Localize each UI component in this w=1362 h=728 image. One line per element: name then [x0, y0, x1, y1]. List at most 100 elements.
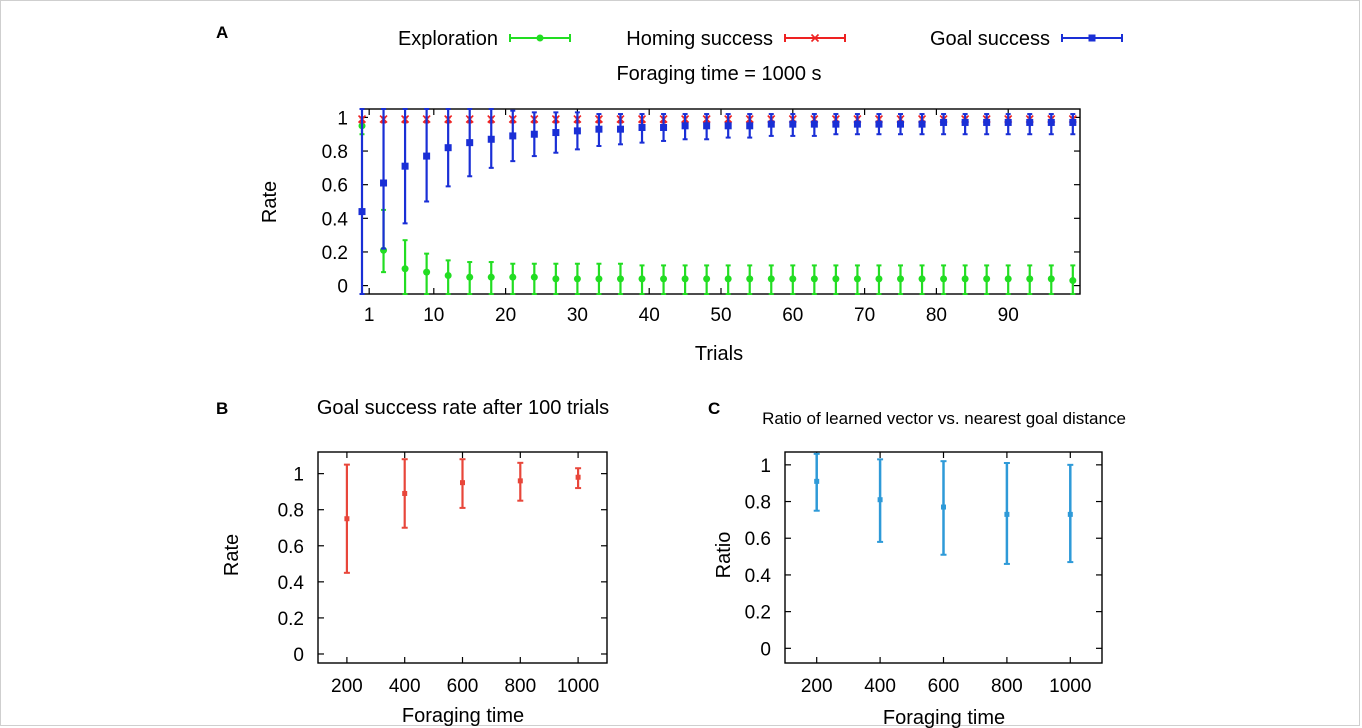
data-point: [530, 130, 538, 138]
data-point: [466, 139, 474, 147]
x-axis-label: Foraging time: [402, 705, 524, 727]
data-point: [517, 478, 523, 484]
y-tick-label: 1: [760, 456, 771, 477]
data-series: [343, 458, 582, 574]
y-tick-label: 1: [293, 465, 304, 486]
y-tick-label: 0.6: [322, 176, 348, 197]
y-tick-label: 0.4: [745, 566, 772, 587]
data-point: [573, 275, 581, 283]
data-point: [983, 275, 991, 283]
plot-area: 200 400 600 800 1000 0 0.2 0.4 0.6 0.8 1: [278, 451, 608, 697]
data-point: [961, 118, 969, 126]
data-point: [1047, 118, 1055, 126]
x-tick-label: 60: [782, 305, 803, 326]
legend-marker: [536, 34, 544, 42]
data-point: [487, 273, 495, 281]
data-point: [402, 490, 408, 496]
legend-label: Exploration: [398, 28, 498, 50]
data-point: [875, 275, 883, 283]
data-point: [1004, 275, 1012, 283]
data-point: [1067, 511, 1073, 517]
data-point: [853, 275, 861, 283]
x-tick-label: 200: [331, 676, 363, 697]
x-tick-label: 400: [864, 676, 896, 697]
y-tick-label: 1: [337, 108, 348, 129]
y-tick-label: 0: [760, 639, 771, 660]
data-point: [616, 275, 624, 283]
legend-label: Homing success: [626, 28, 773, 50]
plot-area: 1 10 20 30 40 50 60 70 80 90 0 0.2 0.4 0.6 0.8 1: [322, 108, 1081, 326]
legend-marker: [1088, 34, 1096, 42]
data-series: [358, 116, 1077, 295]
data-point: [660, 124, 668, 131]
data-series: [358, 108, 1077, 295]
data-point: [941, 504, 946, 510]
data-point: [1004, 118, 1012, 126]
panel-letter-a: A: [216, 23, 228, 42]
data-point: [983, 118, 991, 126]
data-point: [423, 268, 431, 276]
data-point: [875, 120, 883, 128]
data-point: [638, 275, 646, 283]
chart-title: Foraging time = 1000 s: [616, 63, 821, 85]
data-point: [940, 275, 948, 283]
data-point: [918, 120, 926, 128]
data-point: [724, 122, 732, 130]
x-tick-label: 50: [710, 305, 731, 326]
x-tick-label: 1000: [1049, 676, 1091, 697]
x-tick-label: 600: [928, 676, 960, 697]
data-point: [832, 275, 840, 283]
data-point: [552, 129, 560, 137]
data-series: [357, 115, 1077, 124]
data-point: [789, 120, 797, 128]
data-point: [530, 273, 538, 281]
data-point: [423, 152, 431, 160]
data-point: [595, 275, 603, 283]
x-tick-label: 30: [567, 305, 588, 326]
y-tick-label: 0: [293, 645, 304, 666]
data-point: [401, 162, 409, 170]
panel-a: Exploration Homing success Goal success Fo…: [259, 28, 1123, 365]
data-point: [1004, 511, 1010, 517]
data-point: [810, 275, 818, 283]
data-point: [940, 118, 948, 126]
data-point: [487, 135, 495, 143]
y-axis-label: Ratio: [713, 532, 735, 579]
data-point: [746, 275, 754, 283]
data-point: [401, 265, 409, 273]
data-point: [358, 208, 366, 216]
data-point: [918, 275, 926, 283]
y-tick-label: 0.8: [745, 493, 771, 514]
panel-letter-b: B: [216, 399, 228, 418]
data-point: [460, 480, 465, 486]
y-tick-label: 0.4: [322, 209, 349, 230]
data-point: [681, 122, 689, 130]
data-point: [897, 275, 904, 283]
data-point: [509, 273, 517, 281]
data-point: [1047, 275, 1055, 283]
y-tick-label: 0.8: [322, 142, 348, 163]
data-point: [853, 120, 861, 128]
data-point: [380, 179, 388, 187]
data-point: [552, 275, 560, 283]
panel-letter-c: C: [708, 399, 720, 418]
data-point: [789, 275, 797, 283]
y-tick-label: 0.2: [745, 603, 771, 624]
data-point: [961, 275, 969, 283]
y-axis-label: Rate: [221, 534, 243, 576]
y-tick-label: 0.6: [745, 529, 771, 550]
x-tick-label: 1000: [557, 676, 599, 697]
chart-title: Ratio of learned vector vs. nearest goal…: [762, 409, 1126, 428]
data-series: [813, 452, 1074, 565]
data-point: [444, 272, 452, 279]
data-point: [767, 275, 775, 283]
data-point: [877, 497, 883, 503]
x-tick-label: 200: [801, 676, 833, 697]
data-point: [832, 120, 840, 128]
data-point: [616, 125, 624, 133]
x-tick-label: 80: [926, 305, 947, 326]
data-point: [595, 125, 603, 133]
y-tick-label: 0: [337, 277, 348, 298]
y-tick-label: 0.4: [278, 573, 305, 594]
